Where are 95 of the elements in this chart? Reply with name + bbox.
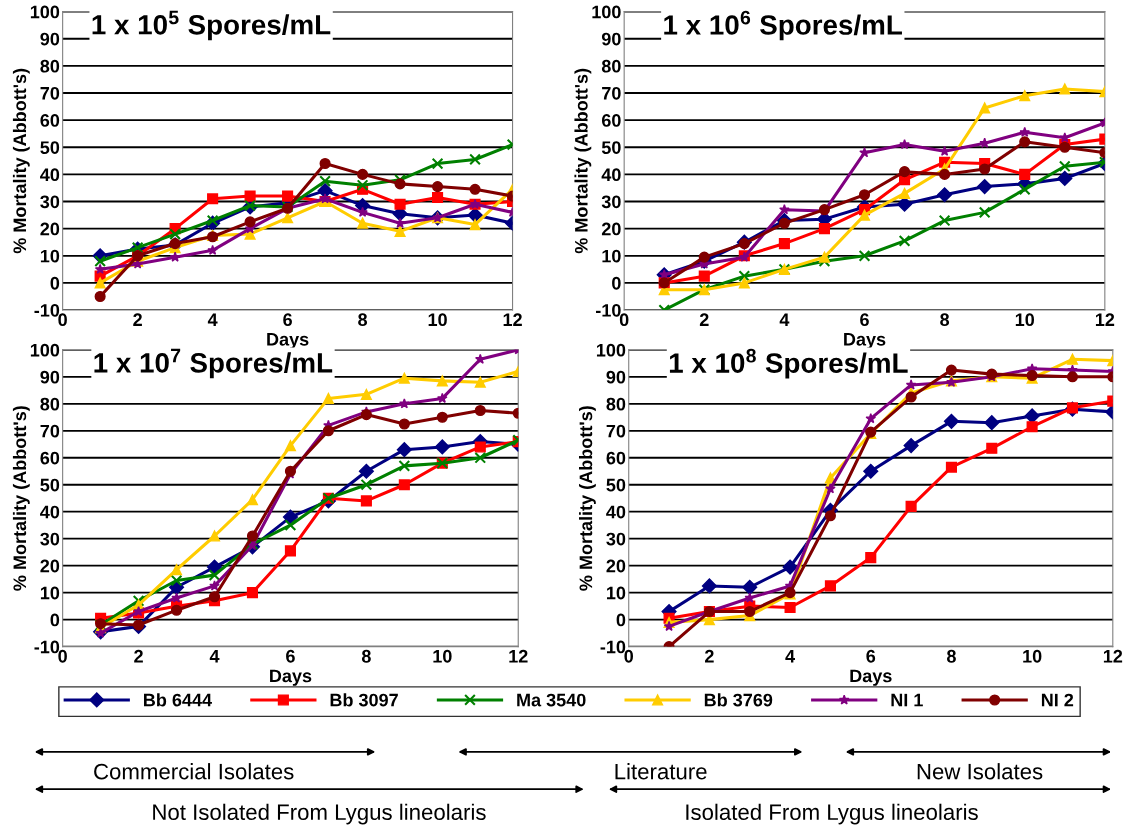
x-tick-label: 2 — [134, 649, 143, 663]
chart-title: 1 x 10$^{6}$ Spores/mL — [664, 10, 902, 41]
y-tick-label: 70 — [602, 86, 621, 100]
legend-label: Bb 3769 — [704, 693, 773, 707]
y-tick-label: 20 — [601, 222, 621, 236]
y-tick-label: 60 — [601, 114, 621, 127]
x-tick-label: 2 — [133, 313, 142, 326]
y-tick-label: -10 — [34, 640, 60, 654]
y-tick-label: -10 — [34, 303, 60, 317]
y-tick-label: 10 — [607, 586, 626, 600]
y-tick-label: 20 — [40, 559, 60, 573]
y-tick-label: -10 — [596, 303, 621, 317]
y-tick-label: 30 — [601, 195, 621, 209]
legend-label: NI 1 — [891, 693, 923, 707]
x-tick-label: 12 — [509, 649, 528, 663]
y-tick-label: 50 — [601, 141, 621, 154]
x-tick-label: 6 — [860, 313, 869, 327]
x-tick-label: 12 — [1103, 649, 1123, 663]
chart-title: 1 x 10$^{8}$ Spores/mL — [669, 348, 908, 379]
y-axis-title: % Mortality (Abbott's) — [579, 406, 596, 591]
y-tick-label: 90 — [601, 32, 621, 46]
y-tick-label: 30 — [40, 195, 60, 209]
x-tick-label: 10 — [1023, 649, 1042, 663]
y-tick-label: 80 — [40, 397, 60, 411]
y-tick-label: 50 — [40, 141, 60, 154]
x-axis-title: Days — [844, 333, 886, 350]
text: Commercial Isolates — [94, 763, 294, 780]
y-tick-label: 40 — [606, 505, 626, 519]
y-tick-label: 70 — [40, 86, 60, 100]
y-tick-label: 20 — [606, 559, 626, 573]
text: Isolated From Lygus lineolaris — [686, 803, 978, 825]
y-tick-label: 60 — [40, 451, 60, 465]
y-tick-label: 0 — [50, 276, 60, 290]
y-tick-label: 100 — [596, 343, 626, 357]
y-tick-label: 0 — [50, 613, 60, 627]
y-tick-label: 30 — [40, 532, 60, 546]
x-tick-label: 6 — [283, 313, 292, 327]
x-axis-title: Days — [270, 669, 312, 686]
y-tick-label: -10 — [600, 640, 626, 654]
y-tick-label: 40 — [40, 505, 60, 519]
y-tick-label: 30 — [606, 532, 626, 546]
legend-label: NI 2 — [1041, 693, 1074, 707]
x-tick-label: 8 — [361, 649, 371, 663]
y-tick-label: 90 — [606, 370, 626, 384]
text: Literature — [615, 763, 707, 780]
y-tick-label: 70 — [40, 424, 60, 438]
x-tick-label: 4 — [785, 650, 796, 663]
y-axis-title: % Mortality (Abbott's) — [12, 406, 30, 591]
y-tick-label: 10 — [40, 586, 60, 600]
y-tick-label: 100 — [30, 343, 60, 357]
y-tick-label: 10 — [602, 249, 621, 263]
x-tick-label: 10 — [1015, 313, 1035, 327]
x-tick-label: 6 — [866, 649, 876, 663]
y-tick-label: 50 — [40, 478, 60, 492]
y-tick-label: 0 — [612, 276, 621, 290]
legend-label: Ma 3540 — [517, 693, 586, 707]
y-tick-label: 40 — [40, 168, 60, 182]
text: New Isolates — [917, 763, 1043, 780]
y-tick-label: 70 — [606, 424, 626, 438]
x-tick-label: 12 — [1095, 313, 1115, 326]
legend-label: Bb 6444 — [144, 693, 212, 707]
y-tick-label: 90 — [40, 32, 60, 46]
x-tick-label: 6 — [286, 649, 295, 663]
y-tick-label: 10 — [40, 249, 60, 263]
text: Not Isolated From Lygus lineolaris — [153, 803, 486, 825]
x-axis-title: Days — [267, 333, 309, 350]
y-tick-label: 40 — [601, 168, 621, 182]
x-tick-label: 10 — [428, 313, 447, 327]
x-tick-label: 4 — [209, 650, 220, 663]
y-tick-label: 100 — [592, 5, 621, 19]
legend-label: Bb 3097 — [330, 693, 398, 707]
x-tick-label: 8 — [947, 649, 956, 663]
x-tick-label: 4 — [779, 313, 790, 326]
y-axis-title: % Mortality (Abbott's) — [574, 68, 592, 254]
y-tick-label: 80 — [606, 397, 626, 411]
y-tick-label: 60 — [606, 451, 626, 465]
y-tick-label: 20 — [40, 222, 60, 236]
y-tick-label: 80 — [40, 59, 60, 73]
x-tick-label: 8 — [940, 313, 950, 327]
x-tick-label: 2 — [699, 313, 709, 326]
x-tick-label: 10 — [433, 649, 452, 663]
x-tick-label: 4 — [207, 313, 218, 326]
y-tick-label: 0 — [616, 613, 626, 627]
y-tick-label: 90 — [40, 370, 60, 384]
y-tick-label: 50 — [606, 478, 626, 492]
x-tick-label: 8 — [358, 313, 368, 327]
x-tick-label: 12 — [503, 313, 522, 326]
y-tick-label: 60 — [40, 114, 60, 127]
y-tick-label: 80 — [601, 59, 621, 73]
x-tick-label: 2 — [705, 649, 714, 663]
chart-title: 1 x 10$^{7}$ Spores/mL — [94, 348, 333, 379]
x-axis-title: Days — [850, 669, 892, 686]
y-axis-title: % Mortality (Abbott's) — [12, 68, 30, 254]
y-tick-label: 100 — [30, 5, 60, 19]
chart-title: 1 x 10$^{5}$ Spores/mL — [92, 10, 331, 41]
